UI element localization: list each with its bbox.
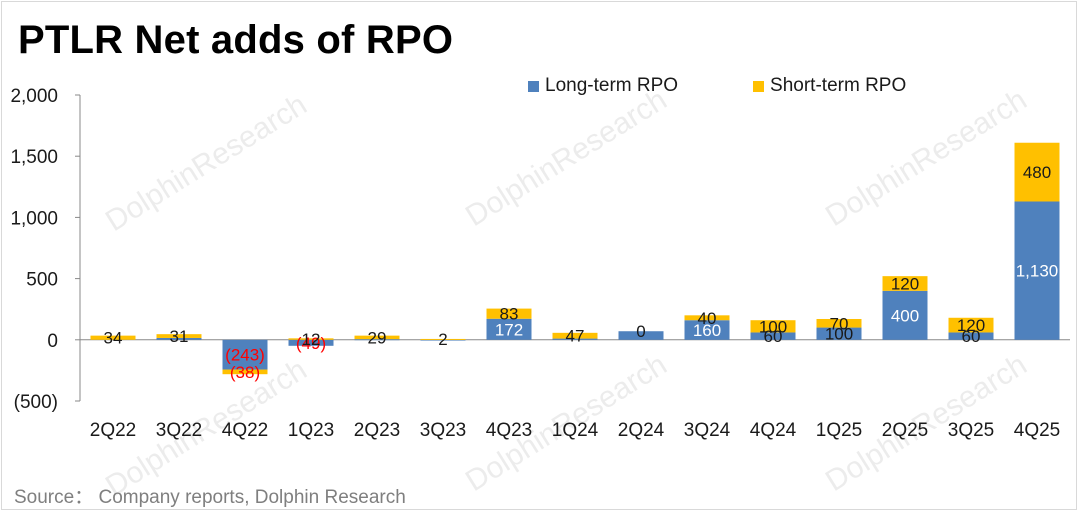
- y-tick-label: 500: [26, 270, 58, 291]
- y-tick-label: 0: [47, 331, 58, 352]
- bar-long-term-rpo: [354, 339, 400, 341]
- data-label-short-term: 83: [500, 305, 519, 324]
- x-category-label: 4Q22: [222, 420, 268, 441]
- bar-long-term-rpo: [420, 339, 466, 341]
- bar-long-term-rpo: [750, 332, 796, 340]
- data-label-long-term: 400: [891, 306, 919, 325]
- bar-short-term-rpo: [222, 369, 268, 375]
- data-label-short-term: 12: [302, 330, 321, 349]
- legend-label-long-term: Long-term RPO: [545, 75, 679, 96]
- data-label-short-term: (38): [230, 363, 260, 382]
- bar-short-term-rpo: [420, 338, 466, 340]
- x-category-label: 3Q25: [948, 420, 994, 441]
- x-category-label: 2Q25: [882, 420, 928, 441]
- x-category-label: 3Q24: [684, 420, 731, 441]
- data-label-short-term: 2: [438, 330, 447, 349]
- bar-long-term-rpo: [288, 339, 334, 346]
- bar-long-term-rpo: [552, 338, 598, 340]
- bar-short-term-rpo: [816, 318, 862, 328]
- x-category-label: 4Q23: [486, 420, 532, 441]
- x-category-label: 1Q24: [552, 420, 599, 441]
- bar-short-term-rpo: [882, 276, 928, 291]
- bar-long-term-rpo: [1014, 201, 1060, 340]
- bar-long-term-rpo: [486, 318, 532, 340]
- chart-title: PTLR Net adds of RPO: [18, 18, 454, 62]
- x-category-label: 2Q23: [354, 420, 400, 441]
- data-label-short-term: 70: [830, 314, 849, 333]
- bar-short-term-rpo: [684, 315, 730, 321]
- legend-swatch-short-term: [753, 80, 765, 92]
- data-label-short-term: 31: [170, 327, 189, 346]
- x-category-label: 4Q25: [1014, 420, 1060, 441]
- x-category-label: 2Q24: [618, 420, 665, 441]
- bar-short-term-rpo: [288, 338, 334, 340]
- y-tick-label: 1,500: [10, 147, 58, 168]
- x-category-label: 3Q23: [420, 420, 466, 441]
- data-label-short-term: 100: [759, 317, 787, 336]
- data-label-short-term: 34: [104, 329, 123, 348]
- bar-short-term-rpo: [90, 335, 136, 340]
- data-label-short-term: 29: [368, 328, 387, 347]
- data-label-long-term: (49): [296, 334, 326, 353]
- chart-legend: Long-term RPO Short-term RPO: [528, 75, 981, 97]
- legend-label-short-term: Short-term RPO: [770, 75, 907, 96]
- legend-item-short-term: Short-term RPO: [753, 75, 906, 97]
- source-note: Source： Company reports, Dolphin Researc…: [14, 487, 406, 508]
- bar-short-term-rpo: [552, 332, 598, 339]
- x-category-label: 1Q23: [288, 420, 334, 441]
- bar-long-term-rpo: [222, 339, 268, 370]
- y-tick-label: (500): [14, 392, 58, 413]
- data-label-long-term: 60: [764, 327, 783, 346]
- bar-long-term-rpo: [684, 320, 730, 340]
- data-label-short-term: 120: [891, 274, 919, 293]
- y-tick-label: 1,000: [10, 208, 58, 229]
- bar-short-term-rpo: [156, 334, 202, 338]
- data-label-short-term: 480: [1023, 163, 1051, 182]
- x-category-label: 1Q25: [816, 420, 862, 441]
- x-category-label: 4Q24: [750, 420, 797, 441]
- y-tick-label: 2,000: [10, 86, 58, 107]
- data-label-long-term: 100: [825, 325, 853, 344]
- bar-short-term-rpo: [948, 317, 994, 333]
- bar-long-term-rpo: [882, 290, 928, 340]
- data-label-long-term: 60: [962, 327, 981, 346]
- data-label-short-term: 47: [566, 327, 585, 346]
- data-label-short-term: 40: [698, 309, 717, 328]
- bar-long-term-rpo: [816, 327, 862, 340]
- bar-long-term-rpo: [948, 332, 994, 340]
- data-label-long-term: (243): [225, 346, 265, 365]
- bar-short-term-rpo: [486, 308, 532, 319]
- x-category-label: 2Q22: [90, 420, 136, 441]
- bar-short-term-rpo: [750, 320, 796, 333]
- bar-short-term-rpo: [1014, 142, 1060, 202]
- bar-long-term-rpo: [618, 331, 664, 340]
- legend-item-long-term: Long-term RPO: [528, 75, 678, 97]
- legend-swatch-long-term: [528, 80, 539, 92]
- data-label-long-term: 160: [693, 321, 721, 340]
- bar-short-term-rpo: [354, 335, 400, 340]
- bar-long-term-rpo: [156, 337, 202, 340]
- data-label-long-term: 1,130: [1016, 262, 1059, 281]
- x-category-label: 3Q22: [156, 420, 202, 441]
- data-label-long-term: 172: [495, 320, 523, 339]
- data-label-short-term: 0: [636, 322, 645, 341]
- data-label-short-term: 120: [957, 316, 985, 335]
